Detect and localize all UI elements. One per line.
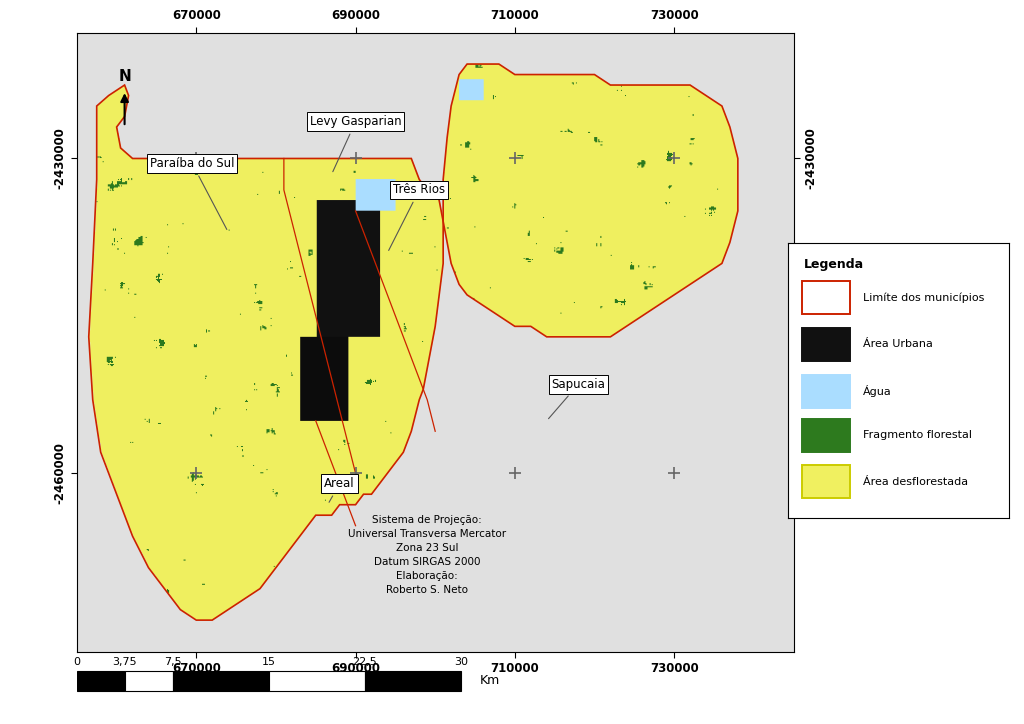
Text: Sistema de Projeção:
Universal Transversa Mercator
Zona 23 Sul
Datum SIRGAS 2000: Sistema de Projeção: Universal Transvers… bbox=[348, 515, 506, 595]
Text: 0: 0 bbox=[74, 657, 80, 667]
Text: 30: 30 bbox=[454, 657, 468, 667]
Text: N: N bbox=[118, 69, 131, 84]
FancyBboxPatch shape bbox=[802, 466, 850, 498]
Text: 7,5: 7,5 bbox=[164, 657, 181, 667]
Text: Sapucaia: Sapucaia bbox=[549, 377, 605, 418]
Text: Limíte dos municípios: Limíte dos municípios bbox=[863, 292, 985, 303]
Text: Km: Km bbox=[480, 674, 501, 687]
Text: 3,75: 3,75 bbox=[113, 657, 137, 667]
Text: Água: Água bbox=[863, 385, 892, 397]
Text: 15: 15 bbox=[262, 657, 275, 667]
Bar bbox=[77, 670, 125, 691]
FancyBboxPatch shape bbox=[802, 281, 850, 314]
Text: Paraíba do Sul: Paraíba do Sul bbox=[151, 157, 234, 230]
Text: Areal: Areal bbox=[325, 477, 355, 502]
FancyBboxPatch shape bbox=[802, 374, 850, 408]
Bar bbox=[268, 670, 365, 691]
Text: Levy Gasparian: Levy Gasparian bbox=[309, 115, 401, 172]
Text: Área desflorestada: Área desflorestada bbox=[863, 477, 969, 487]
Text: 22,5: 22,5 bbox=[352, 657, 377, 667]
Text: Fragmento florestal: Fragmento florestal bbox=[863, 430, 973, 440]
Bar bbox=[365, 670, 461, 691]
Bar bbox=[125, 670, 173, 691]
Text: Três Rios: Três Rios bbox=[389, 183, 445, 251]
FancyBboxPatch shape bbox=[802, 418, 850, 452]
Bar bbox=[173, 670, 268, 691]
Text: Legenda: Legenda bbox=[804, 258, 864, 271]
Text: Área Urbana: Área Urbana bbox=[863, 340, 933, 350]
FancyBboxPatch shape bbox=[802, 328, 850, 361]
